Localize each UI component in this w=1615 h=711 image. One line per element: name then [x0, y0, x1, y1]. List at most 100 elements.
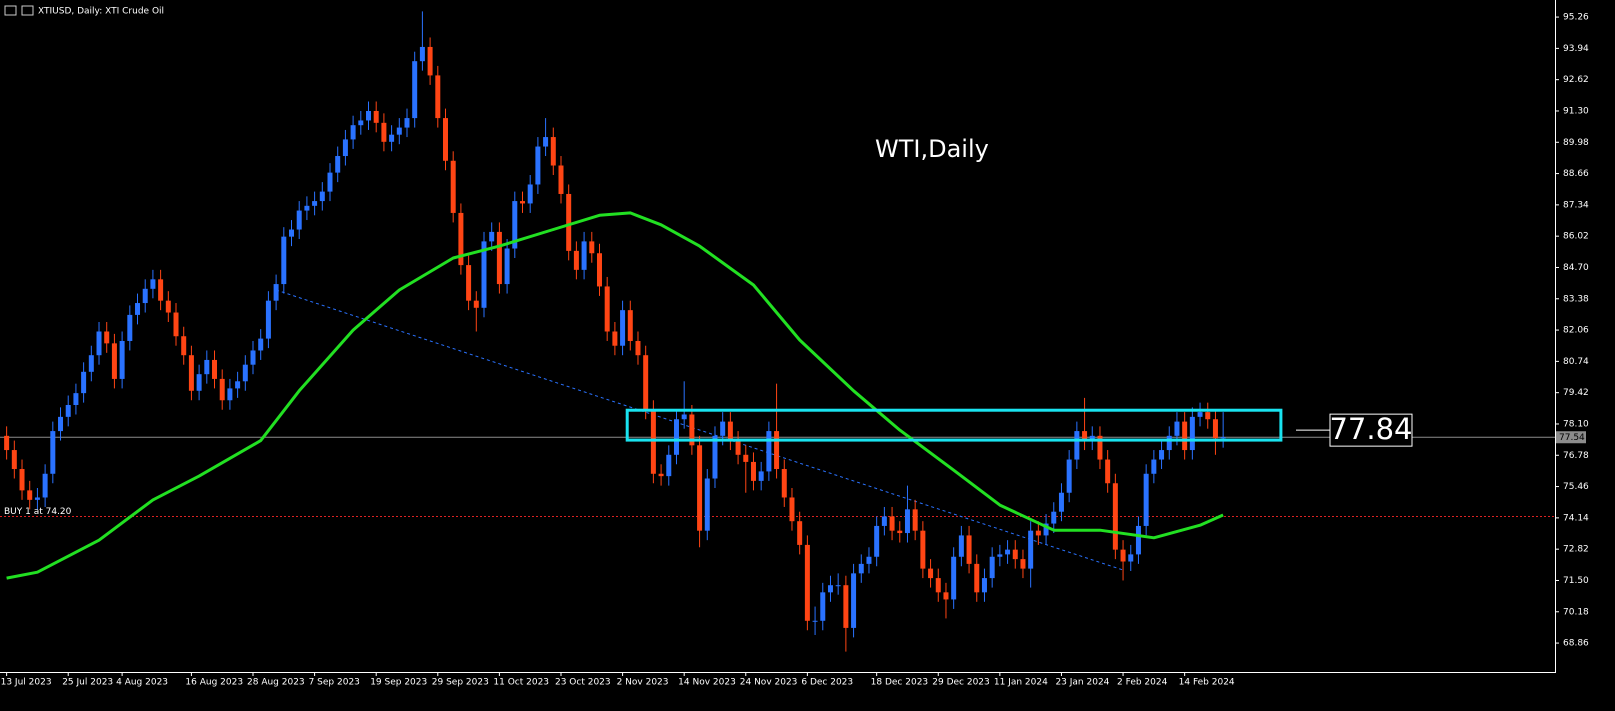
symbol-icons: [4, 5, 34, 16]
y-tick-label: 70.18: [1563, 607, 1589, 617]
candle-body: [573, 250, 579, 270]
candle-body: [427, 46, 433, 76]
candle-body: [96, 331, 102, 356]
candle-body: [643, 355, 649, 410]
candle-body: [204, 359, 210, 375]
candle-body: [789, 497, 795, 522]
candle-body: [889, 516, 895, 531]
candle-body: [312, 201, 318, 206]
candle-body: [858, 563, 864, 574]
candle-body: [650, 409, 656, 474]
candle-body: [1035, 530, 1041, 536]
candle-body: [1220, 437, 1226, 439]
candle-body: [1074, 431, 1080, 460]
candle-body: [1212, 419, 1218, 439]
y-tick-label: 86.02: [1563, 232, 1589, 242]
candle-body: [1143, 473, 1149, 526]
candle-body: [904, 509, 910, 534]
x-tick-label: 16 Aug 2023: [185, 678, 243, 688]
candle-body: [250, 350, 256, 365]
x-tick-label: 18 Dec 2023: [871, 678, 929, 688]
y-tick-label: 78.10: [1563, 419, 1589, 429]
candle-body: [766, 431, 772, 472]
candle-body: [720, 421, 726, 436]
candle-body: [666, 454, 672, 477]
candle-body: [504, 248, 510, 285]
candle-body: [620, 310, 626, 346]
candle-body: [820, 592, 826, 621]
candle-body: [1105, 459, 1111, 484]
x-tick-label: 14 Nov 2023: [678, 678, 736, 688]
candle-body: [581, 241, 587, 270]
candle-body: [1166, 435, 1172, 451]
x-tick-label: 29 Sep 2023: [432, 678, 489, 688]
candle-body: [88, 355, 94, 372]
candle-body: [981, 578, 987, 593]
candle-body: [550, 137, 556, 166]
x-tick-label: 24 Nov 2023: [740, 678, 798, 688]
candle-body: [535, 146, 541, 185]
candle-body: [50, 431, 56, 474]
candle-body: [119, 340, 125, 379]
y-tick-label: 68.86: [1563, 639, 1589, 649]
candle-body: [596, 253, 602, 287]
y-tick-label: 76.78: [1563, 451, 1589, 461]
candle-body: [781, 469, 787, 498]
bid-label: 77.54: [1559, 433, 1585, 443]
candle-body: [912, 509, 918, 531]
y-tick-label: 87.34: [1563, 200, 1589, 210]
candle-body: [181, 336, 187, 356]
candle-body: [473, 300, 479, 308]
buy-label: BUY 1 at 74.20: [4, 507, 72, 517]
x-tick-label: 25 Jul 2023: [62, 678, 113, 688]
y-tick-label: 95.26: [1563, 13, 1589, 23]
y-tick-label: 74.14: [1563, 513, 1589, 523]
candle-body: [989, 556, 995, 579]
x-tick-label: 6 Dec 2023: [801, 678, 853, 688]
candle-body: [1189, 416, 1195, 451]
candle-body: [843, 585, 849, 628]
icon: [21, 5, 34, 16]
y-tick-label: 82.06: [1563, 326, 1589, 336]
candle-body: [697, 445, 703, 531]
candle-body: [974, 563, 980, 593]
x-tick-label: 11 Oct 2023: [493, 678, 549, 688]
x-tick-label: 7 Sep 2023: [309, 678, 360, 688]
candle-body: [158, 279, 164, 301]
candle-body: [481, 241, 487, 308]
y-tick-label: 75.46: [1563, 482, 1589, 492]
candle-body: [304, 205, 310, 211]
candle-body: [750, 461, 756, 481]
candle-body: [558, 165, 564, 194]
y-tick-label: 93.94: [1563, 44, 1589, 54]
candle-body: [958, 535, 964, 557]
candle-body: [227, 388, 233, 401]
candle-body: [519, 201, 525, 204]
candle-body: [1058, 492, 1064, 512]
candle-body: [1128, 554, 1134, 562]
candle-body: [512, 201, 518, 249]
candle-body: [466, 265, 472, 301]
y-tick-label: 79.42: [1563, 388, 1589, 398]
candle-body: [812, 620, 818, 622]
candle-body: [342, 139, 348, 157]
y-tick-label: 71.50: [1563, 576, 1589, 586]
price-label: 77.84: [1329, 412, 1412, 446]
y-tick-label: 80.74: [1563, 357, 1589, 367]
candle-body: [943, 592, 949, 600]
candle-body: [496, 231, 502, 285]
candle-body: [1089, 435, 1095, 441]
candle-body: [58, 416, 64, 432]
candle-body: [612, 331, 618, 346]
candle-body: [1159, 450, 1165, 460]
candle-body: [951, 556, 957, 600]
candle-body: [4, 435, 10, 451]
candle-body: [212, 359, 218, 379]
candle-body: [1051, 511, 1057, 524]
candle-body: [1174, 421, 1180, 436]
candle-body: [673, 419, 679, 455]
candle-body: [566, 193, 572, 251]
x-tick-label: 14 Feb 2024: [1179, 678, 1235, 688]
candle-body: [712, 435, 718, 479]
candle-body: [1135, 525, 1141, 555]
